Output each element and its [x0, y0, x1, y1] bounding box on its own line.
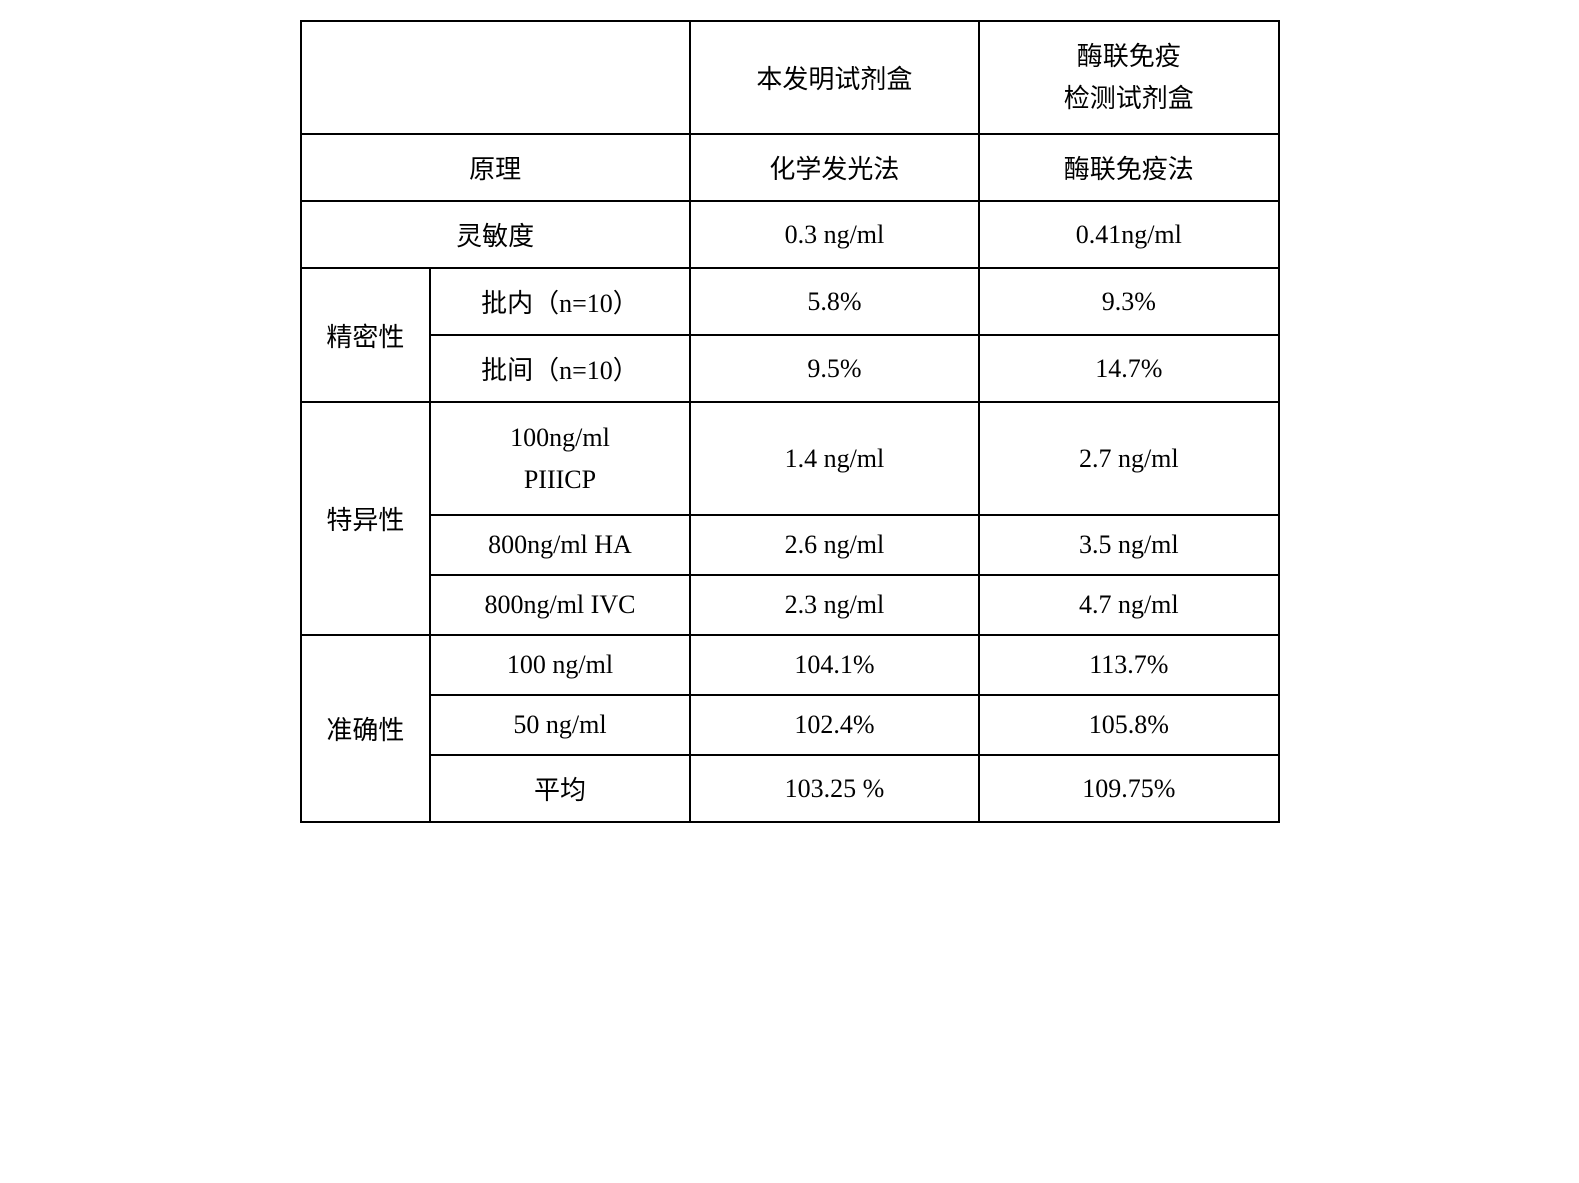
- specificity-r1-label: 100ng/ml PIIICP: [430, 402, 690, 515]
- accuracy-r2-kit: 102.4%: [690, 695, 979, 755]
- table-row: 灵敏度 0.3 ng/ml 0.41ng/ml: [301, 201, 1279, 268]
- sensitivity-label: 灵敏度: [301, 201, 690, 268]
- precision-inter-label: 批间（n=10）: [430, 335, 690, 402]
- table-header-row: 本发明试剂盒 酶联免疫 检测试剂盒: [301, 21, 1279, 134]
- specificity-r3-kit: 2.3 ng/ml: [690, 575, 979, 635]
- table-row: 800ng/ml HA 2.6 ng/ml 3.5 ng/ml: [301, 515, 1279, 575]
- header-blank: [301, 21, 690, 134]
- specificity-r1-label-line2: PIIICP: [524, 465, 596, 494]
- sensitivity-kit: 0.3 ng/ml: [690, 201, 979, 268]
- specificity-r1-kit: 1.4 ng/ml: [690, 402, 979, 515]
- specificity-r1-label-line1: 100ng/ml: [510, 423, 610, 452]
- precision-group: 精密性: [301, 268, 431, 402]
- specificity-group: 特异性: [301, 402, 431, 635]
- accuracy-r2-elisa: 105.8%: [979, 695, 1278, 755]
- accuracy-r3-elisa: 109.75%: [979, 755, 1278, 822]
- precision-intra-elisa: 9.3%: [979, 268, 1278, 335]
- header-elisa-line2: 检测试剂盒: [1064, 84, 1194, 113]
- table-row: 特异性 100ng/ml PIIICP 1.4 ng/ml 2.7 ng/ml: [301, 402, 1279, 515]
- precision-intra-label: 批内（n=10）: [430, 268, 690, 335]
- table-row: 精密性 批内（n=10） 5.8% 9.3%: [301, 268, 1279, 335]
- specificity-r2-label: 800ng/ml HA: [430, 515, 690, 575]
- principle-elisa: 酶联免疫法: [979, 134, 1278, 201]
- accuracy-r3-kit: 103.25 %: [690, 755, 979, 822]
- principle-label: 原理: [301, 134, 690, 201]
- specificity-r3-label: 800ng/ml IVC: [430, 575, 690, 635]
- accuracy-r1-label: 100 ng/ml: [430, 635, 690, 695]
- specificity-r3-elisa: 4.7 ng/ml: [979, 575, 1278, 635]
- comparison-table: 本发明试剂盒 酶联免疫 检测试剂盒 原理 化学发光法 酶联免疫法 灵敏度 0.3…: [300, 20, 1280, 823]
- accuracy-r1-elisa: 113.7%: [979, 635, 1278, 695]
- accuracy-r1-kit: 104.1%: [690, 635, 979, 695]
- table-row: 批间（n=10） 9.5% 14.7%: [301, 335, 1279, 402]
- accuracy-r2-label: 50 ng/ml: [430, 695, 690, 755]
- precision-intra-kit: 5.8%: [690, 268, 979, 335]
- header-kit: 本发明试剂盒: [690, 21, 979, 134]
- table-row: 平均 103.25 % 109.75%: [301, 755, 1279, 822]
- table-row: 准确性 100 ng/ml 104.1% 113.7%: [301, 635, 1279, 695]
- specificity-r2-kit: 2.6 ng/ml: [690, 515, 979, 575]
- table-row: 50 ng/ml 102.4% 105.8%: [301, 695, 1279, 755]
- table-row: 800ng/ml IVC 2.3 ng/ml 4.7 ng/ml: [301, 575, 1279, 635]
- specificity-r1-elisa: 2.7 ng/ml: [979, 402, 1278, 515]
- table-row: 原理 化学发光法 酶联免疫法: [301, 134, 1279, 201]
- accuracy-group: 准确性: [301, 635, 431, 822]
- sensitivity-elisa: 0.41ng/ml: [979, 201, 1278, 268]
- precision-inter-kit: 9.5%: [690, 335, 979, 402]
- header-elisa: 酶联免疫 检测试剂盒: [979, 21, 1278, 134]
- specificity-r2-elisa: 3.5 ng/ml: [979, 515, 1278, 575]
- precision-inter-elisa: 14.7%: [979, 335, 1278, 402]
- header-elisa-line1: 酶联免疫: [1077, 42, 1181, 71]
- principle-kit: 化学发光法: [690, 134, 979, 201]
- accuracy-r3-label: 平均: [430, 755, 690, 822]
